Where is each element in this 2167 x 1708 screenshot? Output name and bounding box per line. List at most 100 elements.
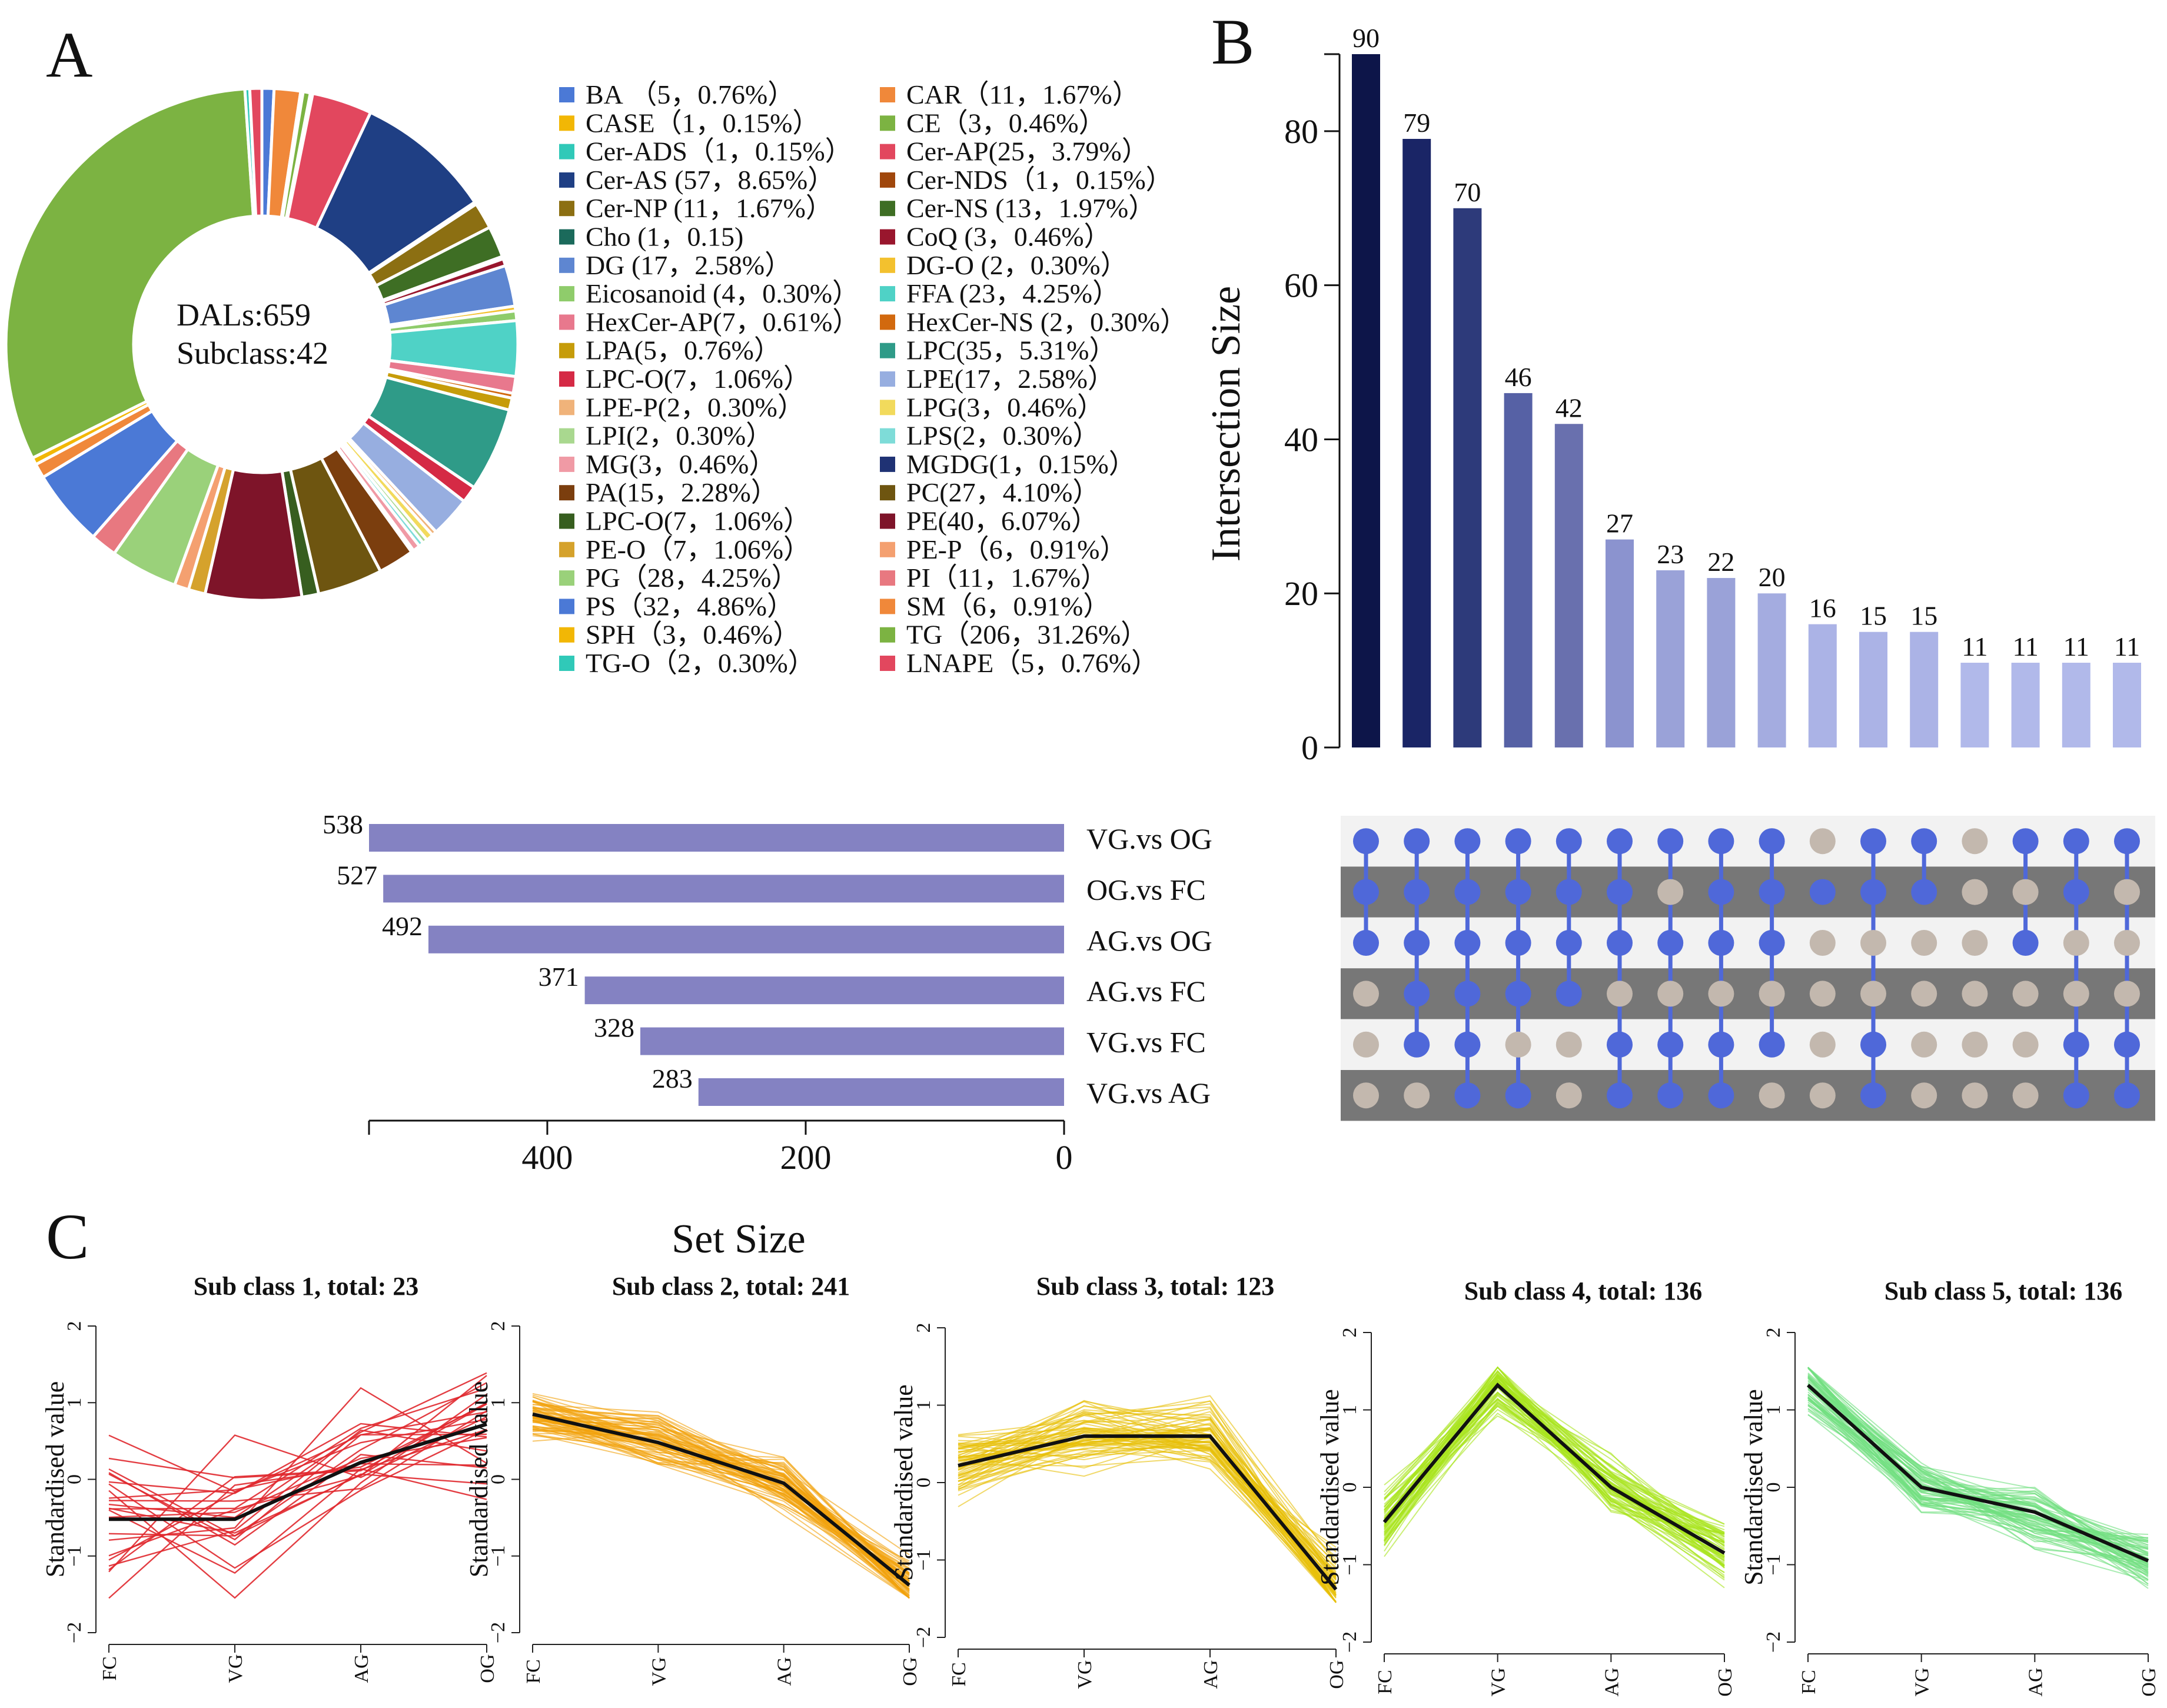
profile-chart-2: Sub class 2, total: 241 −2 −1 0 1 2 FC VG AG OG St… (464, 1272, 921, 1686)
profile-line (1384, 1366, 1725, 1535)
legend-label: BA （5，0.76%） (586, 79, 795, 109)
profile-line (108, 1473, 487, 1537)
legend-swatch (559, 144, 574, 159)
intersection-bar (2011, 663, 2040, 747)
y-tick-label: 2 (1763, 1328, 1784, 1338)
set-size-value-label: 283 (652, 1064, 693, 1094)
profile-line (958, 1447, 1337, 1599)
legend-swatch (880, 371, 895, 387)
y-tick-label: 1 (487, 1398, 509, 1408)
profile-line (108, 1416, 487, 1573)
profile-line (532, 1426, 910, 1597)
matrix-dot-inactive (1809, 1031, 1836, 1058)
intersection-value-label: 11 (1962, 632, 1987, 662)
legend-swatch (559, 400, 574, 416)
matrix-dot-active (1505, 828, 1531, 855)
matrix-dot-inactive (1809, 981, 1836, 1007)
matrix-dot-inactive (1911, 1031, 1937, 1058)
profile-mean-line (1382, 1383, 1726, 1555)
matrix-dot-inactive (1759, 1082, 1785, 1109)
legend-label: PG（28，4.25%） (586, 563, 799, 593)
legend-swatch (880, 428, 895, 444)
x-tick-label: VG (225, 1654, 247, 1683)
matrix-dot-active (1657, 1031, 1684, 1058)
matrix-dot-active (1505, 879, 1531, 905)
legend-label: FFA (23，4.25%） (906, 278, 1119, 308)
legend-swatch (880, 314, 895, 330)
intersection-value-label: 16 (1809, 593, 1836, 623)
matrix-dot-active (1556, 828, 1582, 855)
matrix-dot-inactive (1708, 981, 1734, 1007)
intersection-bar (1757, 593, 1786, 747)
legend-swatch (559, 229, 574, 245)
profile-line (108, 1454, 487, 1546)
y-tick-label: 1 (1763, 1405, 1784, 1415)
y-tick-label: −1 (487, 1546, 509, 1567)
panel-label-c: C (46, 1201, 89, 1272)
upset-matrix (1341, 816, 2155, 1121)
y-axis-label: Standardised value (41, 1381, 69, 1578)
matrix-dot-inactive (1657, 981, 1684, 1007)
matrix-dot-inactive (1962, 828, 1988, 855)
legend-label: MG(3，0.46%） (586, 449, 776, 479)
legend-label: CoQ (3，0.46%） (906, 222, 1111, 252)
matrix-dot-inactive (1353, 1031, 1379, 1058)
x-tick-label: FC (523, 1659, 544, 1684)
matrix-dot-inactive (1657, 879, 1684, 905)
profile-title: Sub class 2, total: 241 (612, 1272, 850, 1301)
matrix-dot-active (1454, 981, 1481, 1007)
matrix-dot-active (1404, 828, 1430, 855)
profile-line (108, 1428, 487, 1569)
matrix-dot-active (2063, 1082, 2089, 1109)
y-tick-label: 1 (64, 1398, 85, 1408)
set-size-bar (640, 1027, 1064, 1055)
x-tick-label: OG (1326, 1660, 1348, 1689)
legend-swatch (880, 115, 895, 131)
y-tick-label: −2 (913, 1627, 935, 1648)
intersection-bar (1402, 138, 1431, 747)
legend-label: TG（206，31.26%） (906, 620, 1148, 650)
profile-line (1807, 1367, 2149, 1571)
legend-swatch (880, 599, 895, 614)
donut-hole (134, 216, 390, 473)
x-tick-label: FC (1374, 1670, 1396, 1694)
set-size-value-label: 328 (594, 1013, 634, 1043)
y-tick-label: 0 (1763, 1483, 1784, 1493)
y-tick-label: −2 (487, 1622, 509, 1643)
intersection-value-label: 11 (2114, 632, 2140, 662)
profile-line (108, 1429, 487, 1567)
profile-line (1807, 1388, 2149, 1553)
matrix-dot-inactive (2063, 981, 2089, 1007)
legend-swatch (880, 144, 895, 159)
legend-swatch (880, 485, 895, 501)
y-tick-label: 0 (64, 1474, 85, 1484)
y-tick-label: 60 (1284, 267, 1318, 305)
panel-label-b: B (1211, 6, 1254, 78)
profile-line (958, 1411, 1337, 1561)
matrix-dot-inactive (1962, 1031, 1988, 1058)
matrix-dot-active (1505, 930, 1531, 956)
legend-swatch (880, 87, 895, 102)
x-tick-label: AG (1601, 1667, 1623, 1696)
legend-label: PC(27，4.10%） (906, 477, 1099, 507)
matrix-dot-active (1860, 1031, 1886, 1058)
legend-swatch (559, 541, 574, 557)
profile-line (1807, 1384, 2149, 1554)
legend-label: LPI(2，0.30%） (586, 421, 773, 451)
matrix-dot-inactive (2114, 981, 2140, 1007)
profile-line (958, 1440, 1337, 1575)
legend-swatch (559, 456, 574, 472)
matrix-dot-inactive (1353, 981, 1379, 1007)
y-tick-label: 2 (64, 1321, 85, 1331)
x-tick-label: AG (2025, 1667, 2046, 1696)
y-tick-label: −2 (1339, 1631, 1361, 1653)
y-tick-label: 0 (487, 1474, 509, 1484)
legend-label: LPE(17，2.58%） (906, 364, 1115, 394)
profile-mean-line (1806, 1384, 2149, 1563)
set-name-label: AG.vs FC (1086, 975, 1206, 1008)
matrix-dot-inactive (1962, 930, 1988, 956)
matrix-dot-active (1708, 930, 1734, 956)
matrix-dot-inactive (1404, 1082, 1430, 1109)
profile-line (1807, 1380, 2149, 1543)
legend-swatch (559, 257, 574, 273)
